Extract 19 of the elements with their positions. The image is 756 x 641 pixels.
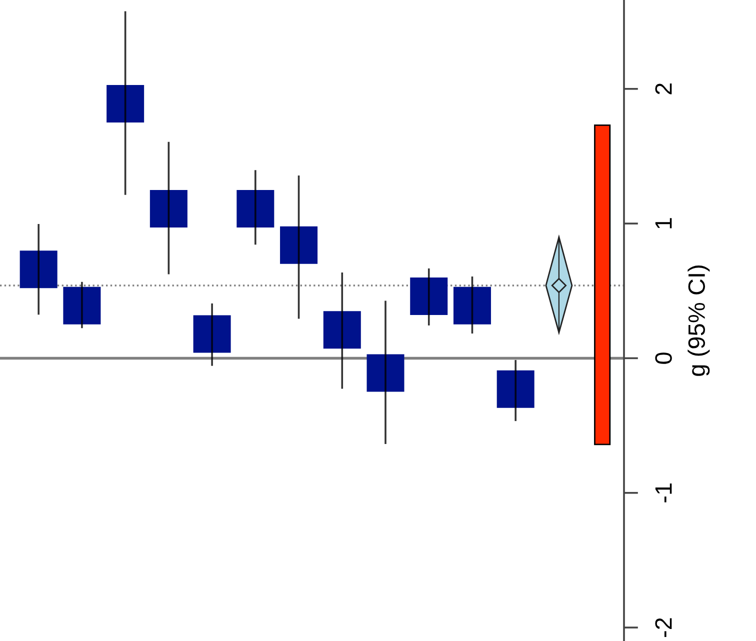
- point: [106, 84, 144, 122]
- y-axis-title: g (95% CI): [688, 266, 710, 376]
- y-tick-label: -2: [655, 618, 672, 637]
- y-tick-label: -1: [655, 484, 672, 502]
- point: [236, 190, 274, 228]
- point: [150, 190, 188, 228]
- y-tick-label: 1: [655, 218, 672, 228]
- point: [551, 278, 567, 294]
- point: [410, 278, 448, 316]
- y-tick-label: 2: [655, 83, 672, 94]
- y-tick-label: 0: [655, 352, 672, 364]
- point: [20, 250, 58, 288]
- point: [193, 315, 231, 353]
- point: [453, 286, 491, 324]
- point: [366, 354, 404, 392]
- point: [280, 226, 318, 264]
- point: [323, 311, 361, 349]
- point: [63, 286, 101, 324]
- point: [496, 370, 534, 408]
